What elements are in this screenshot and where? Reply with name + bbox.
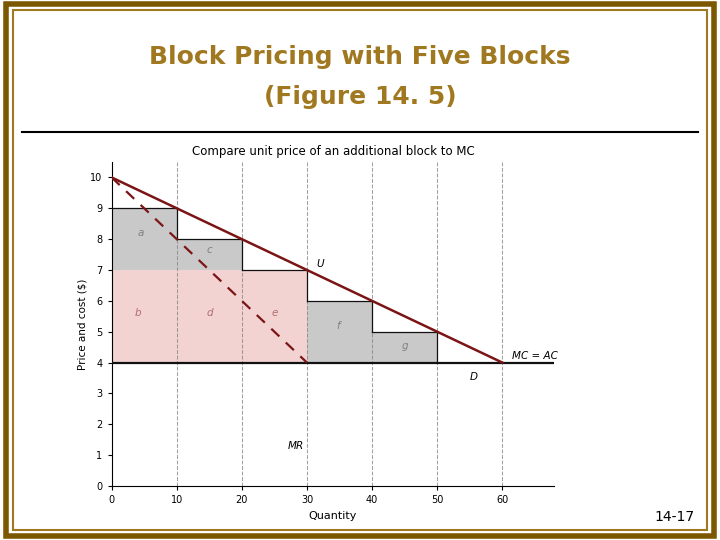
Text: c: c [206,245,212,255]
X-axis label: Quantity: Quantity [309,511,357,521]
Text: MR: MR [287,441,304,451]
Text: b: b [135,308,141,318]
Bar [307,301,372,362]
Text: (Figure 14. 5): (Figure 14. 5) [264,85,456,109]
Text: MC = AC: MC = AC [512,351,558,361]
Bar [176,239,242,270]
Title: Compare unit price of an additional block to MC: Compare unit price of an additional bloc… [192,145,474,158]
Text: U: U [317,259,324,269]
Text: D: D [469,372,478,382]
Text: d: d [206,308,212,318]
Text: a: a [138,228,144,238]
Bar [372,332,437,362]
Text: Block Pricing with Five Blocks: Block Pricing with Five Blocks [149,45,571,69]
Bar [112,208,176,270]
Text: 14-17: 14-17 [654,510,695,524]
Text: g: g [401,341,408,350]
Bar [112,270,307,362]
Text: f: f [336,321,340,330]
Y-axis label: Price and cost ($): Price and cost ($) [78,278,88,370]
Text: e: e [271,308,277,318]
